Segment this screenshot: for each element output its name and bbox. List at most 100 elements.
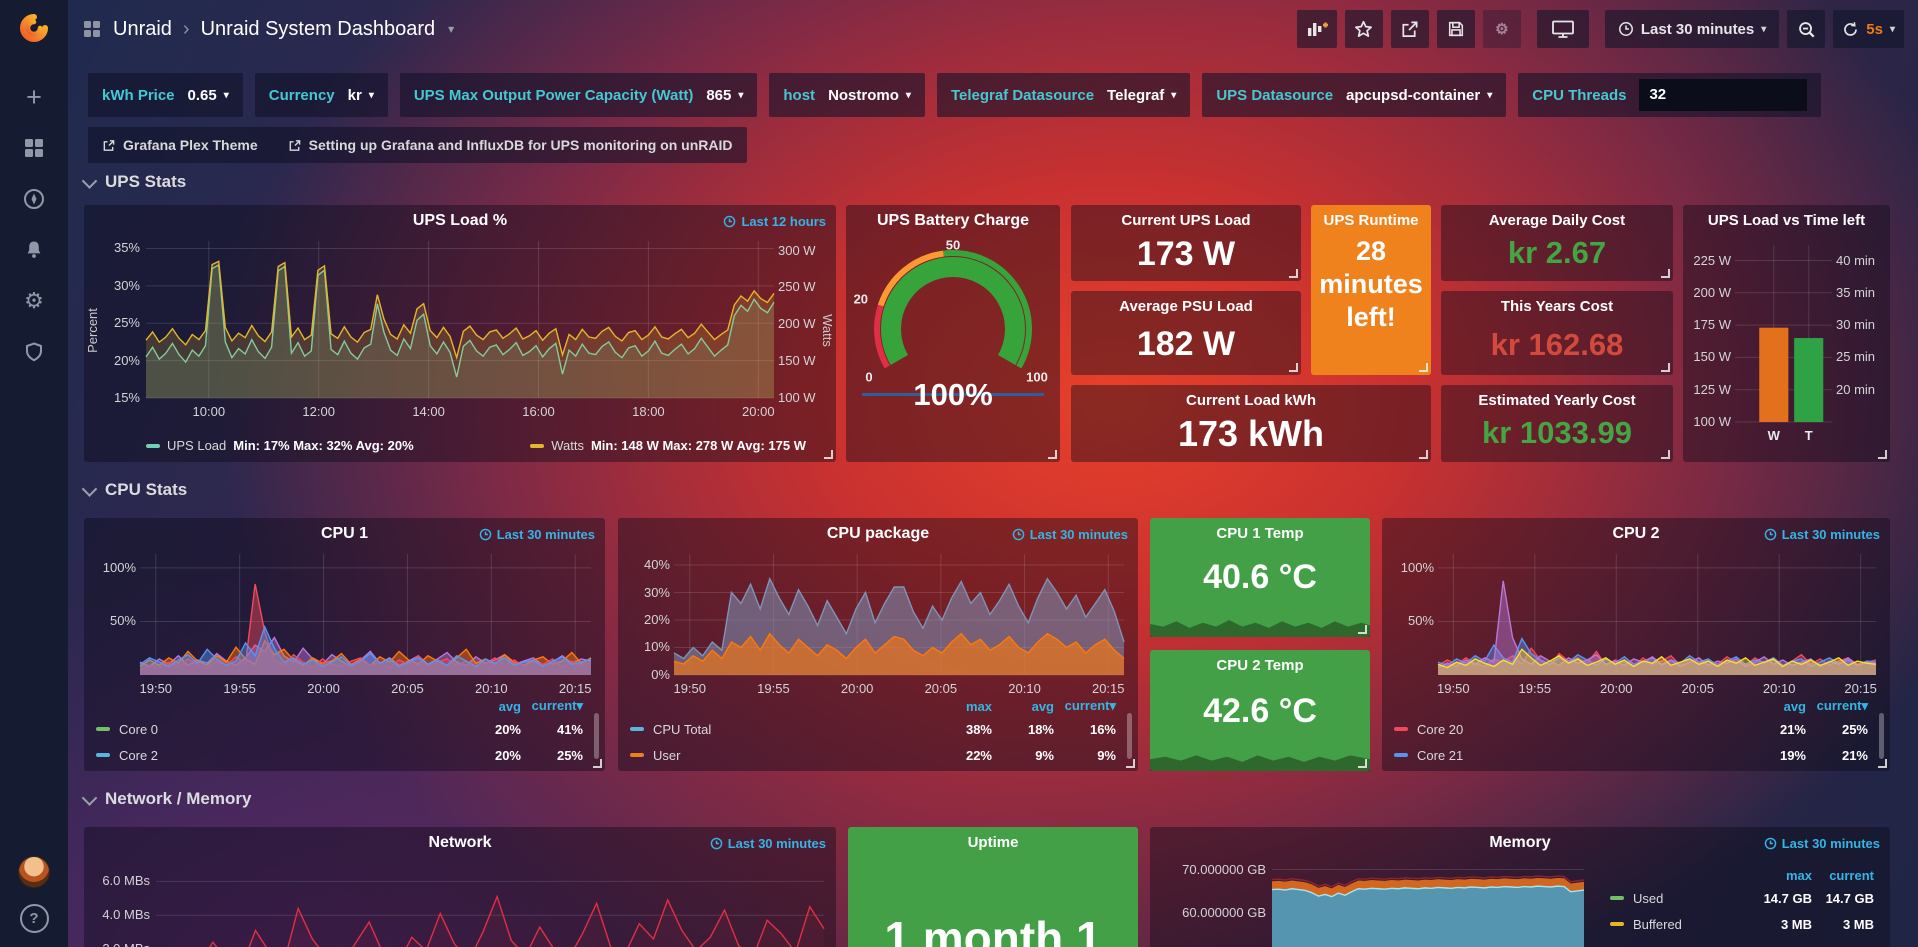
panel-title[interactable]: Network [428, 834, 492, 851]
legend-series-toggle[interactable]: User [630, 748, 930, 763]
resize-handle[interactable] [1661, 363, 1670, 372]
panel-title[interactable]: Uptime [967, 834, 1019, 851]
legend-scrollbar[interactable] [1127, 713, 1132, 759]
legend-series-toggle[interactable]: Buffered [1610, 917, 1750, 932]
panel-time-range[interactable]: Last 30 minutes [1764, 836, 1880, 851]
panel-title[interactable]: CPU 2 Temp [1216, 657, 1304, 674]
variable-telegraf-datasource[interactable]: Telegraf Datasource Telegraf ▾ [936, 73, 1191, 117]
resize-handle[interactable] [1358, 625, 1367, 634]
save-button[interactable] [1436, 10, 1475, 48]
variable-cpu-threads[interactable]: CPU Threads 32 [1518, 73, 1822, 117]
resize-handle[interactable] [1878, 450, 1887, 459]
variable-ups-datasource[interactable]: UPS Datasource apcupsd-container ▾ [1202, 73, 1507, 117]
chevron-down-icon[interactable]: ▾ [448, 22, 455, 36]
legend-sort-column[interactable]: max [965, 698, 992, 714]
resize-handle[interactable] [1419, 450, 1428, 459]
panel-title[interactable]: UPS Load % [412, 212, 508, 229]
grafana-logo-icon[interactable] [14, 8, 54, 48]
cycle-view-monitor-button[interactable] [1536, 10, 1589, 48]
legend-item[interactable]: Watts Min: 148 W Max: 278 W Avg: 175 W [530, 438, 806, 453]
user-avatar[interactable] [18, 856, 50, 888]
refresh-button[interactable]: 5s ▾ [1833, 10, 1904, 48]
variable-host[interactable]: host Nostromo ▾ [769, 73, 925, 117]
resize-handle[interactable] [1661, 269, 1670, 278]
variable-currency[interactable]: Currency kr ▾ [254, 73, 388, 117]
legend-series-toggle[interactable]: Core 0 [96, 722, 459, 737]
legend-sort-column[interactable]: current▾ [1064, 698, 1116, 713]
add-panel-button[interactable] [1296, 10, 1337, 48]
breadcrumb-app[interactable]: Unraid [113, 17, 172, 40]
panel-title[interactable]: Average PSU Load [1119, 298, 1253, 315]
dashboard-link[interactable]: Grafana Plex Theme [102, 137, 258, 153]
configuration-gear-icon[interactable]: ⚙ [24, 288, 44, 313]
legend-sort-column[interactable]: max [1785, 867, 1812, 883]
panel-time-range[interactable]: Last 30 minutes [1764, 527, 1880, 542]
legend-scrollbar[interactable] [1879, 713, 1884, 759]
cpu1-chart[interactable] [140, 554, 591, 675]
section-ups-stats[interactable]: UPS Stats [81, 172, 186, 192]
zoom-out-button[interactable] [1787, 10, 1826, 48]
panel-title[interactable]: This Years Cost [1500, 298, 1614, 315]
variable-value-dropdown[interactable]: kr ▾ [347, 86, 374, 104]
legend-series-toggle[interactable]: Core 21 [1394, 748, 1744, 763]
panel-time-range[interactable]: Last 30 minutes [479, 527, 595, 542]
refresh-interval-label[interactable]: 5s [1866, 20, 1883, 38]
resize-handle[interactable] [824, 450, 833, 459]
legend-series-toggle[interactable]: Used [1610, 891, 1750, 906]
ups-vs-time-chart[interactable] [1735, 245, 1832, 422]
variable-kwh-price[interactable]: kWh Price 0.65 ▾ [88, 73, 243, 117]
cpu-package-chart[interactable] [674, 554, 1124, 675]
time-range-picker[interactable]: Last 30 minutes ▾ [1604, 10, 1780, 48]
resize-handle[interactable] [1878, 759, 1887, 768]
dashboard-settings-button[interactable]: ⚙ [1482, 10, 1521, 48]
panel-title[interactable]: UPS Battery Charge [876, 212, 1030, 229]
panel-title[interactable]: Average Daily Cost [1488, 212, 1626, 229]
resize-handle[interactable] [1358, 759, 1367, 768]
variable-value-dropdown[interactable]: 0.65 ▾ [187, 86, 229, 104]
panel-time-range[interactable]: Last 30 minutes [1012, 527, 1128, 542]
variable-ups-max-output-power-capacity-watt-[interactable]: UPS Max Output Power Capacity (Watt) 865 ▾ [399, 73, 758, 117]
chevron-down-icon[interactable]: ▾ [1889, 23, 1895, 35]
dashboards-icon[interactable] [21, 135, 47, 161]
legend-sort-column[interactable]: current▾ [531, 698, 583, 713]
variable-value-dropdown[interactable]: apcupsd-container ▾ [1346, 86, 1493, 104]
panel-title[interactable]: Memory [1489, 834, 1551, 851]
ups-load-chart[interactable] [146, 241, 774, 398]
legend-series-toggle[interactable]: Core 2 [96, 748, 459, 763]
memory-chart[interactable] [1272, 863, 1584, 947]
variable-input[interactable]: 32 [1639, 79, 1808, 111]
legend-series-toggle[interactable]: Core 20 [1394, 722, 1744, 737]
panel-title[interactable]: UPS Runtime [1323, 212, 1419, 229]
resize-handle[interactable] [1048, 450, 1057, 459]
panel-title[interactable]: CPU 1 Temp [1216, 525, 1304, 542]
legend-series-toggle[interactable]: CPU Total [630, 722, 930, 737]
server-admin-shield-icon[interactable] [21, 339, 47, 365]
legend-scrollbar[interactable] [594, 713, 599, 759]
breadcrumb-page[interactable]: Unraid System Dashboard [200, 17, 436, 40]
star-button[interactable] [1344, 10, 1383, 48]
panel-title[interactable]: CPU 2 [1612, 525, 1660, 542]
legend-item[interactable]: UPS Load Min: 17% Max: 32% Avg: 20% [146, 438, 414, 453]
create-plus-icon[interactable]: + [26, 81, 42, 112]
legend-sort-column[interactable]: avg [1031, 698, 1054, 714]
legend-sort-column[interactable]: current [1829, 867, 1874, 883]
share-button[interactable] [1390, 10, 1429, 48]
resize-handle[interactable] [1126, 759, 1135, 768]
explore-compass-icon[interactable] [21, 186, 47, 212]
panel-title[interactable]: UPS Load vs Time left [1707, 212, 1866, 229]
section-network-memory[interactable]: Network / Memory [81, 789, 251, 809]
legend-sort-column[interactable]: current▾ [1816, 698, 1868, 713]
resize-handle[interactable] [1289, 363, 1298, 372]
legend-sort-column[interactable]: avg [498, 698, 521, 714]
cpu2-chart[interactable] [1438, 554, 1876, 675]
variable-value-dropdown[interactable]: Nostromo ▾ [828, 86, 911, 104]
dashboard-grid-icon[interactable] [82, 19, 102, 39]
dashboard-link[interactable]: Setting up Grafana and InfluxDB for UPS … [288, 137, 733, 153]
variable-value-dropdown[interactable]: 865 ▾ [706, 86, 744, 104]
panel-time-range[interactable]: Last 30 minutes [710, 836, 826, 851]
legend-sort-column[interactable]: avg [1783, 698, 1806, 714]
variable-value-dropdown[interactable]: Telegraf ▾ [1107, 86, 1177, 104]
panel-title[interactable]: CPU package [826, 525, 930, 542]
resize-handle[interactable] [593, 759, 602, 768]
help-icon[interactable]: ? [19, 904, 49, 933]
